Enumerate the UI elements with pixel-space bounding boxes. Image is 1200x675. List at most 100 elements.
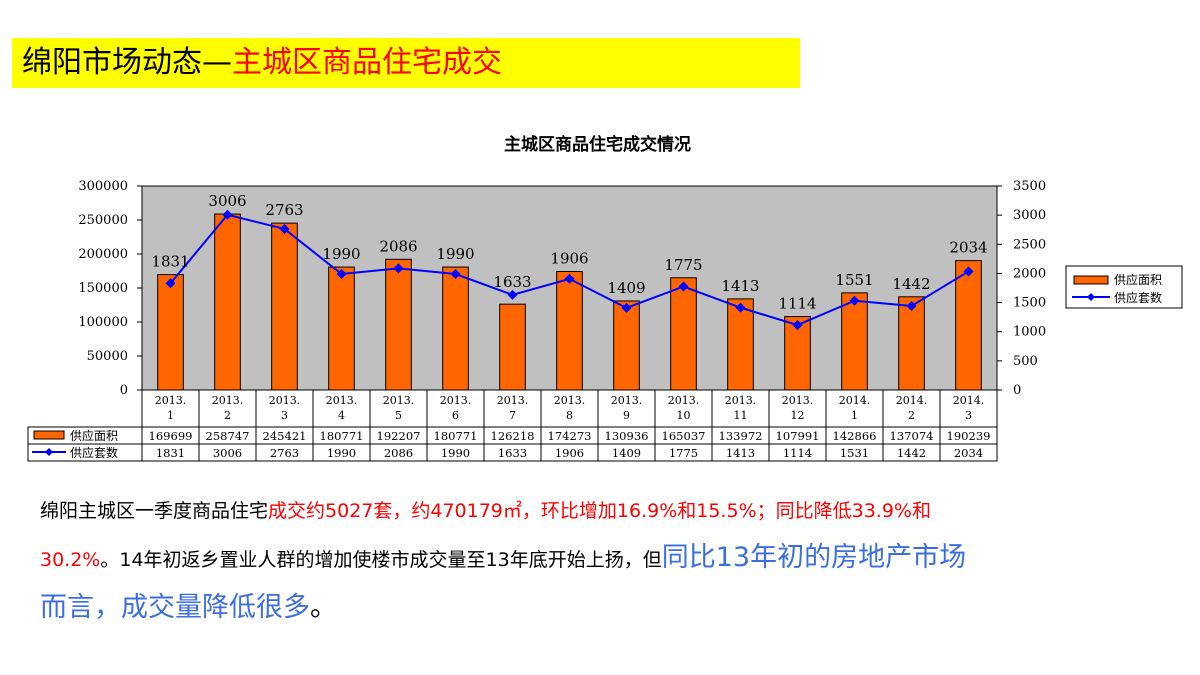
legend-label-units: 供应套数 [1114, 290, 1162, 305]
x-tick-label-year: 2013. [383, 394, 415, 407]
summary-text-3b: 。 [310, 592, 337, 623]
table-units-value: 3006 [213, 446, 242, 460]
table-area-value: 190239 [947, 429, 991, 443]
data-label: 1906 [550, 249, 588, 267]
data-label: 1409 [607, 279, 645, 297]
chart-title: 主城区商品住宅成交情况 [504, 134, 691, 155]
x-tick-label-year: 2014. [839, 394, 871, 407]
legend-label-area: 供应面积 [1114, 272, 1162, 287]
table-area-value: 137074 [890, 429, 934, 443]
y-left-tick-label: 0 [120, 383, 128, 398]
x-tick-label-year: 2013. [269, 394, 301, 407]
line-point [963, 266, 974, 277]
line-point [849, 295, 860, 306]
x-tick-label-month: 6 [452, 409, 459, 422]
table-area-value: 245421 [263, 429, 307, 443]
data-label: 1114 [778, 295, 816, 313]
table-area-value: 174273 [548, 429, 592, 443]
bar [157, 274, 184, 391]
line-point [735, 302, 746, 313]
line-point [621, 302, 632, 313]
line-point [906, 300, 917, 311]
y-right-tick-label: 2500 [1013, 237, 1046, 252]
summary-text-2a: 30.2% [40, 549, 101, 571]
x-tick-label-month: 1 [851, 409, 858, 422]
data-label: 2034 [949, 239, 987, 257]
table-area-value: 107991 [776, 429, 820, 443]
legend-marker-units [1087, 293, 1095, 301]
data-label: 2086 [379, 237, 417, 255]
y-right-tick-label: 3000 [1013, 208, 1046, 223]
y-right-tick-label: 1000 [1013, 325, 1046, 340]
table-units-value: 1906 [555, 446, 584, 460]
line-point [450, 269, 461, 280]
summary-line-2: 30.2%。14年初返乡置业人群的增加使楼市成交量至13年底开始上扬，但同比13… [40, 540, 966, 578]
x-tick-label-month: 3 [281, 409, 288, 422]
x-tick-label-month: 10 [677, 409, 691, 422]
line-point [165, 278, 176, 289]
data-label: 1413 [721, 277, 759, 295]
x-tick-label-year: 2014. [896, 394, 928, 407]
x-tick-label-year: 2013. [554, 394, 586, 407]
data-label: 1551 [835, 271, 873, 289]
x-tick-label-month: 11 [734, 409, 748, 422]
data-label: 1831 [151, 253, 189, 271]
line-point [507, 289, 518, 300]
table-area-value: 126218 [491, 429, 535, 443]
bar [328, 266, 355, 391]
table-area-value: 130936 [605, 429, 649, 443]
y-left-tick-label: 200000 [78, 247, 128, 262]
table-units-value: 1990 [327, 446, 356, 460]
summary-text-3a: 而言，成交量降低很多 [40, 592, 310, 623]
table-label-units: 供应套数 [70, 445, 118, 460]
table-area-value: 180771 [434, 429, 478, 443]
y-left-tick-label: 100000 [78, 315, 128, 330]
line-point [279, 223, 290, 234]
x-tick-label-year: 2013. [212, 394, 244, 407]
data-label: 2763 [265, 201, 303, 219]
line-point [564, 273, 575, 284]
table-area-value: 180771 [320, 429, 364, 443]
summary-text-2c: 同比13年初的房地产市场 [661, 542, 967, 573]
line-point [678, 281, 689, 292]
bar [613, 300, 640, 391]
data-label: 1775 [664, 256, 702, 274]
table-area-value: 133972 [719, 429, 763, 443]
bar [271, 222, 298, 391]
table-units-value: 1409 [612, 446, 641, 460]
data-label: 1442 [892, 275, 930, 293]
x-tick-label-month: 2 [908, 409, 915, 422]
line-point [336, 269, 347, 280]
table-area-value: 258747 [206, 429, 250, 443]
summary-text-1a: 绵阳主城区一季度商品住宅 [40, 500, 269, 522]
table-area-value: 165037 [662, 429, 706, 443]
table-units-value: 1990 [441, 446, 470, 460]
bar [670, 277, 697, 391]
table-key-area [33, 430, 65, 440]
table-units-value: 1413 [726, 446, 755, 460]
table-area-value: 169699 [149, 429, 193, 443]
bar [898, 296, 925, 391]
y-left-tick-label: 300000 [78, 179, 128, 194]
x-tick-label-month: 9 [623, 409, 630, 422]
page-title-highlight: 主城区商品住宅成交 [232, 45, 502, 80]
title-banner: 绵阳市场动态—主城区商品住宅成交 [12, 38, 800, 88]
table-units-value: 1531 [840, 446, 869, 460]
table-units-value: 1442 [897, 446, 926, 460]
table-area-value: 142866 [833, 429, 877, 443]
bar [385, 258, 412, 391]
y-right-tick-label: 1500 [1013, 296, 1046, 311]
table-key-units-marker [45, 448, 53, 456]
bar [214, 213, 241, 391]
category-row [141, 389, 998, 428]
table-units-value: 2034 [954, 446, 983, 460]
x-tick-label-year: 2014. [953, 394, 985, 407]
data-label: 1990 [436, 245, 474, 263]
table-units-value: 1114 [783, 446, 812, 460]
x-tick-label-year: 2013. [155, 394, 187, 407]
summary-text-2b: 。14年初返乡置业人群的增加使楼市成交量至13年底开始上扬，但 [100, 549, 662, 571]
x-tick-label-month: 2 [224, 409, 231, 422]
data-label: 3006 [208, 192, 246, 210]
y-left-tick-label: 150000 [78, 281, 128, 296]
y-right-tick-label: 3500 [1013, 179, 1046, 194]
